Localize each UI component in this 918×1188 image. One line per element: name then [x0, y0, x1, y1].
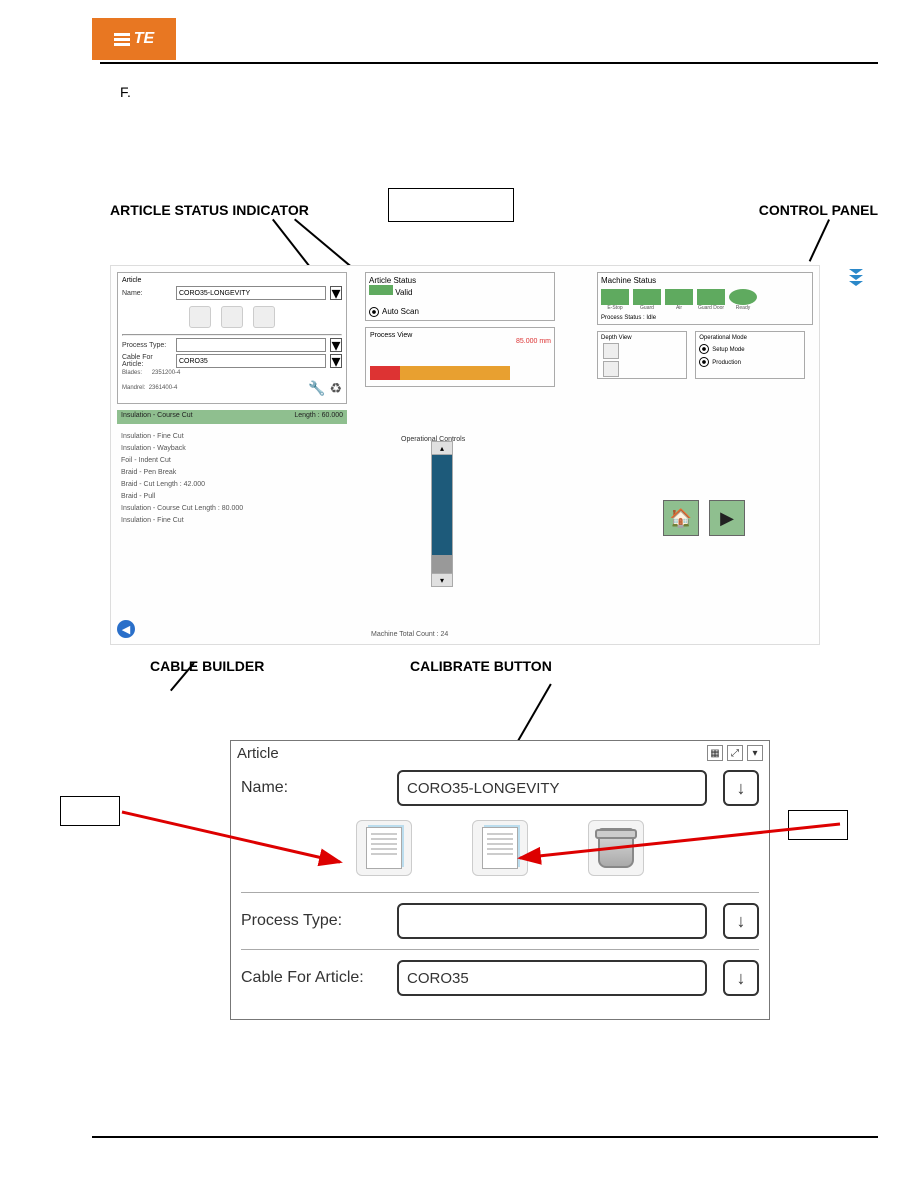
delete-article-icon[interactable] [588, 820, 644, 876]
step-list: Insulation - Fine Cut Insulation - Wayba… [117, 424, 347, 533]
callout-cable-builder: CABLE BUILDER [150, 658, 264, 674]
status-estop [601, 289, 629, 305]
active-step-bar: Insulation - Course Cut Length : 60.000 [117, 410, 347, 424]
figure-7: Article ▦ ⤢ ▾ Name: CORO35-LONGEVITY ↓ P… [40, 740, 878, 1040]
depth-view: Depth View [597, 331, 687, 379]
blank-box-top [388, 188, 514, 222]
article-title: Article [237, 745, 279, 762]
status-value: Valid [395, 288, 412, 297]
name-dropdown[interactable]: ↓ [723, 770, 759, 806]
callout-article-status: ARTICLE STATUS INDICATOR [110, 202, 309, 218]
machine-status-label: Machine Status [601, 276, 809, 285]
cable-for-article-field[interactable]: CORO35 [176, 354, 326, 368]
status-air [665, 289, 693, 305]
setup-mode-radio[interactable] [699, 344, 709, 354]
article-status-label: Article Status [369, 276, 551, 285]
cable-for-article-label: Cable For Article: [241, 969, 381, 987]
mandrel-label: Mandrel: [122, 385, 145, 391]
cable-dropdown[interactable]: ▾ [330, 354, 342, 368]
process-view-value: 85.000 mm [516, 338, 551, 345]
play-button[interactable]: ▶ [709, 500, 745, 536]
article-panel-closeup: Article ▦ ⤢ ▾ Name: CORO35-LONGEVITY ↓ P… [230, 740, 770, 1020]
calibrate-button[interactable]: 🔧 [308, 380, 325, 397]
blank-box-right [788, 810, 848, 840]
process-type-dropdown[interactable]: ↓ [723, 903, 759, 939]
list-item: Insulation - Fine Cut [121, 517, 343, 524]
auto-scan-radio[interactable] [369, 307, 379, 317]
process-status-value: Idle [646, 315, 656, 321]
list-item: Insulation - Fine Cut [121, 433, 343, 440]
callout-calibrate: CALIBRATE BUTTON [410, 658, 552, 674]
list-item: Insulation - Wayback [121, 445, 343, 452]
status-guard-door [697, 289, 725, 305]
figure-6: ARTICLE STATUS INDICATOR CONTROL PANEL C… [40, 180, 878, 710]
process-type-field[interactable] [397, 903, 707, 939]
machine-status-box: Machine Status E-Stop Guard Air Guard Do… [597, 272, 813, 325]
mandrel-value: 2361400-4 [149, 385, 178, 391]
cable-for-article-field[interactable]: CORO35 [397, 960, 707, 996]
copy-article-icon[interactable] [472, 820, 528, 876]
list-item: Braid - Pull [121, 493, 343, 500]
status-indicator [369, 285, 393, 295]
bottom-rule [92, 1136, 878, 1138]
process-type-dropdown[interactable]: ▾ [330, 338, 342, 352]
auto-scan-label: Auto Scan [382, 307, 419, 316]
chevron-down-icon[interactable]: ▾ [747, 745, 763, 761]
new-article-icon[interactable] [356, 820, 412, 876]
grid-icon[interactable]: ▦ [707, 745, 723, 761]
machine-total-count: Machine Total Count : 24 [371, 631, 448, 638]
main-screen: Article Name: CORO35-LONGEVITY ▾ Process… [110, 265, 820, 645]
cable-builder-button[interactable]: ◀ [117, 620, 135, 638]
name-field[interactable]: CORO35-LONGEVITY [397, 770, 707, 806]
new-icon[interactable] [189, 306, 211, 328]
list-item: Braid - Pen Break [121, 469, 343, 476]
cable-for-article-label: Cable For Article: [122, 354, 172, 368]
status-guard [633, 289, 661, 305]
callout-control-panel: CONTROL PANEL [759, 202, 878, 218]
production-radio[interactable] [699, 357, 709, 367]
te-logo: TE [92, 18, 176, 60]
cable-for-article-dropdown[interactable]: ↓ [723, 960, 759, 996]
name-label: Name: [122, 290, 172, 297]
list-item: Insulation - Course Cut Length : 80.000 [121, 505, 343, 512]
name-dropdown[interactable]: ▾ [330, 286, 342, 300]
blank-box-left [60, 796, 120, 826]
article-heading: Article [122, 277, 342, 284]
nav-buttons: 🏠 ▶ [659, 496, 749, 540]
home-button[interactable]: 🏠 [663, 500, 699, 536]
copy-icon[interactable] [221, 306, 243, 328]
status-ready [729, 289, 757, 305]
logo-text: TE [134, 30, 154, 48]
name-field[interactable]: CORO35-LONGEVITY [176, 286, 326, 300]
process-type-label: Process Type: [122, 342, 172, 349]
list-item: Braid - Cut Length : 42.000 [121, 481, 343, 488]
section-letter: F. [120, 84, 878, 100]
name-label: Name: [241, 779, 381, 797]
process-view: Process View 85.000 mm [365, 327, 555, 387]
blades-value: 2351200-4 [152, 370, 181, 376]
article-status-box: Article Status Valid Auto Scan [365, 272, 555, 321]
blades-label: Blades: [122, 370, 142, 376]
list-item: Foil - Indent Cut [121, 457, 343, 464]
process-status-label: Process Status : [601, 315, 645, 321]
vertical-slider[interactable]: ▴ ▾ [431, 441, 453, 586]
expand-icon[interactable]: ⤢ [727, 745, 743, 761]
control-panel-icon[interactable] [848, 268, 864, 286]
operational-mode: Operational Mode Setup Mode Production [695, 331, 805, 379]
process-type-label: Process Type: [241, 912, 381, 930]
process-type-field[interactable] [176, 338, 326, 352]
recycle-icon[interactable]: ♻ [329, 380, 342, 397]
delete-icon[interactable] [253, 306, 275, 328]
top-rule [100, 62, 878, 64]
